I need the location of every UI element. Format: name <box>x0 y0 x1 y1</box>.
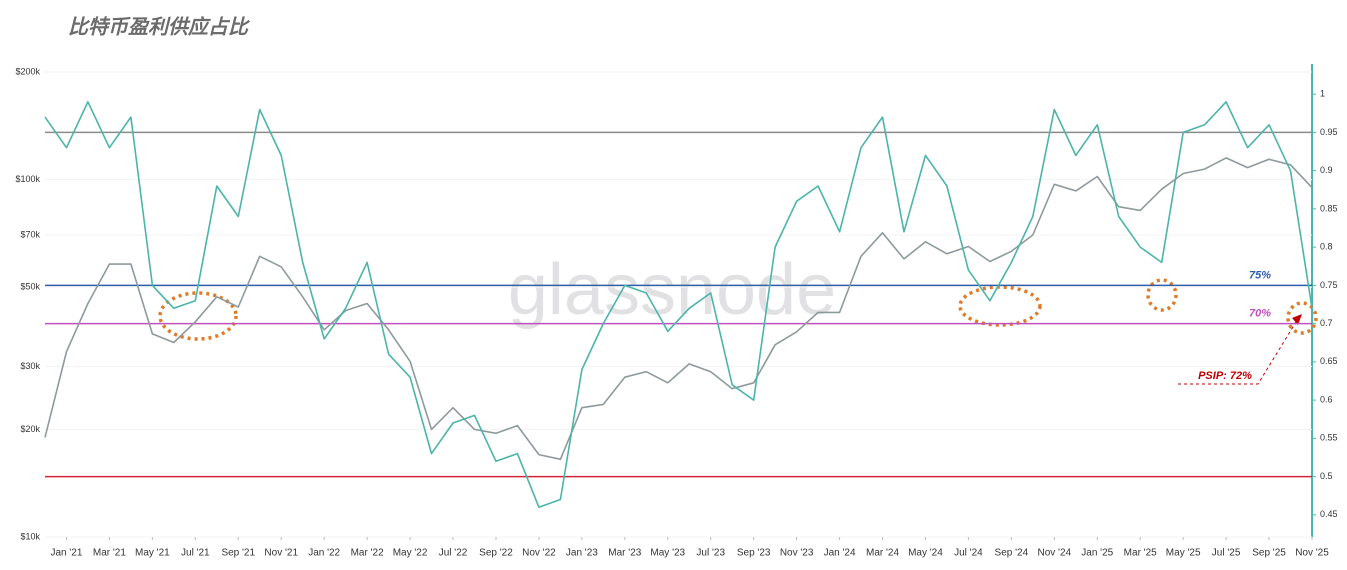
y2-tick-label: 0.8 <box>1320 242 1333 252</box>
y-tick-label: $10k <box>20 531 40 541</box>
y-tick-label: $100k <box>15 174 40 184</box>
y2-tick-label: 0.7 <box>1320 318 1333 328</box>
highlight-ellipse <box>1146 278 1178 312</box>
x-tick-label: Jan '23 <box>566 548 598 559</box>
x-tick-label: Nov '23 <box>780 548 814 559</box>
x-tick-label: Jul '23 <box>696 548 725 559</box>
y-tick-label: $70k <box>20 229 40 239</box>
reference-label: 70% <box>1249 308 1271 320</box>
x-tick-label: Jan '21 <box>51 548 83 559</box>
x-tick-label: Jul '21 <box>181 548 210 559</box>
chart-title: 比特币盈利供应占比 <box>68 15 251 38</box>
series-line <box>44 101 1313 508</box>
x-tick-label: Jan '25 <box>1081 548 1113 559</box>
x-tick-label: Nov '24 <box>1038 548 1072 559</box>
y2-tick-label: 0.95 <box>1320 127 1338 137</box>
y-tick-label: $20k <box>20 424 40 434</box>
series-line <box>44 157 1313 461</box>
x-tick-label: Sep '21 <box>221 548 255 559</box>
x-tick-label: Mar '22 <box>351 548 384 559</box>
x-tick-label: Mar '25 <box>1124 548 1157 559</box>
watermark: glassnode <box>508 250 836 330</box>
annotation: PSIP: 72% <box>1198 370 1252 382</box>
x-tick-label: Mar '21 <box>93 548 126 559</box>
highlight-ellipse <box>158 291 238 341</box>
y2-tick-label: 0.75 <box>1320 280 1338 290</box>
arrow-head <box>1292 314 1302 325</box>
x-tick-label: Sep '25 <box>1252 548 1286 559</box>
y2-tick-label: 0.85 <box>1320 203 1338 213</box>
x-tick-label: Mar '24 <box>866 548 899 559</box>
x-tick-label: Jul '22 <box>439 548 468 559</box>
annotation-arrow <box>1178 321 1297 385</box>
x-tick-label: Jan '22 <box>308 548 340 559</box>
x-tick-label: May '25 <box>1166 548 1201 559</box>
y2-tick-label: 0.9 <box>1320 165 1333 175</box>
x-tick-label: May '23 <box>650 548 685 559</box>
x-tick-label: Jul '25 <box>1212 548 1241 559</box>
x-tick-label: Nov '25 <box>1295 548 1329 559</box>
x-tick-label: Nov '22 <box>522 548 556 559</box>
x-tick-label: Jan '24 <box>824 548 856 559</box>
y2-tick-label: 0.5 <box>1320 471 1333 481</box>
x-tick-label: May '22 <box>393 548 428 559</box>
highlight-ellipse <box>1286 301 1318 335</box>
x-tick-label: May '24 <box>908 548 943 559</box>
y-tick-label: $50k <box>20 282 40 292</box>
x-tick-label: Sep '24 <box>995 548 1029 559</box>
y-tick-label: $200k <box>15 66 40 76</box>
x-tick-label: Nov '21 <box>264 548 298 559</box>
y2-tick-label: 0.65 <box>1320 356 1338 366</box>
x-tick-label: Mar '23 <box>608 548 641 559</box>
x-tick-label: May '21 <box>135 548 170 559</box>
y2-tick-label: 0.6 <box>1320 394 1333 404</box>
reference-label: 75% <box>1249 269 1271 281</box>
x-tick-label: Jul '24 <box>954 548 983 559</box>
y2-tick-label: 1 <box>1320 89 1325 99</box>
y2-tick-label: 0.45 <box>1320 509 1338 519</box>
y-tick-label: $30k <box>20 361 40 371</box>
y2-tick-label: 0.55 <box>1320 433 1338 443</box>
x-tick-label: Sep '23 <box>737 548 771 559</box>
highlights <box>158 278 1318 341</box>
highlight-ellipse <box>958 285 1042 327</box>
axes <box>45 64 1313 538</box>
x-tick-label: Sep '22 <box>479 548 513 559</box>
